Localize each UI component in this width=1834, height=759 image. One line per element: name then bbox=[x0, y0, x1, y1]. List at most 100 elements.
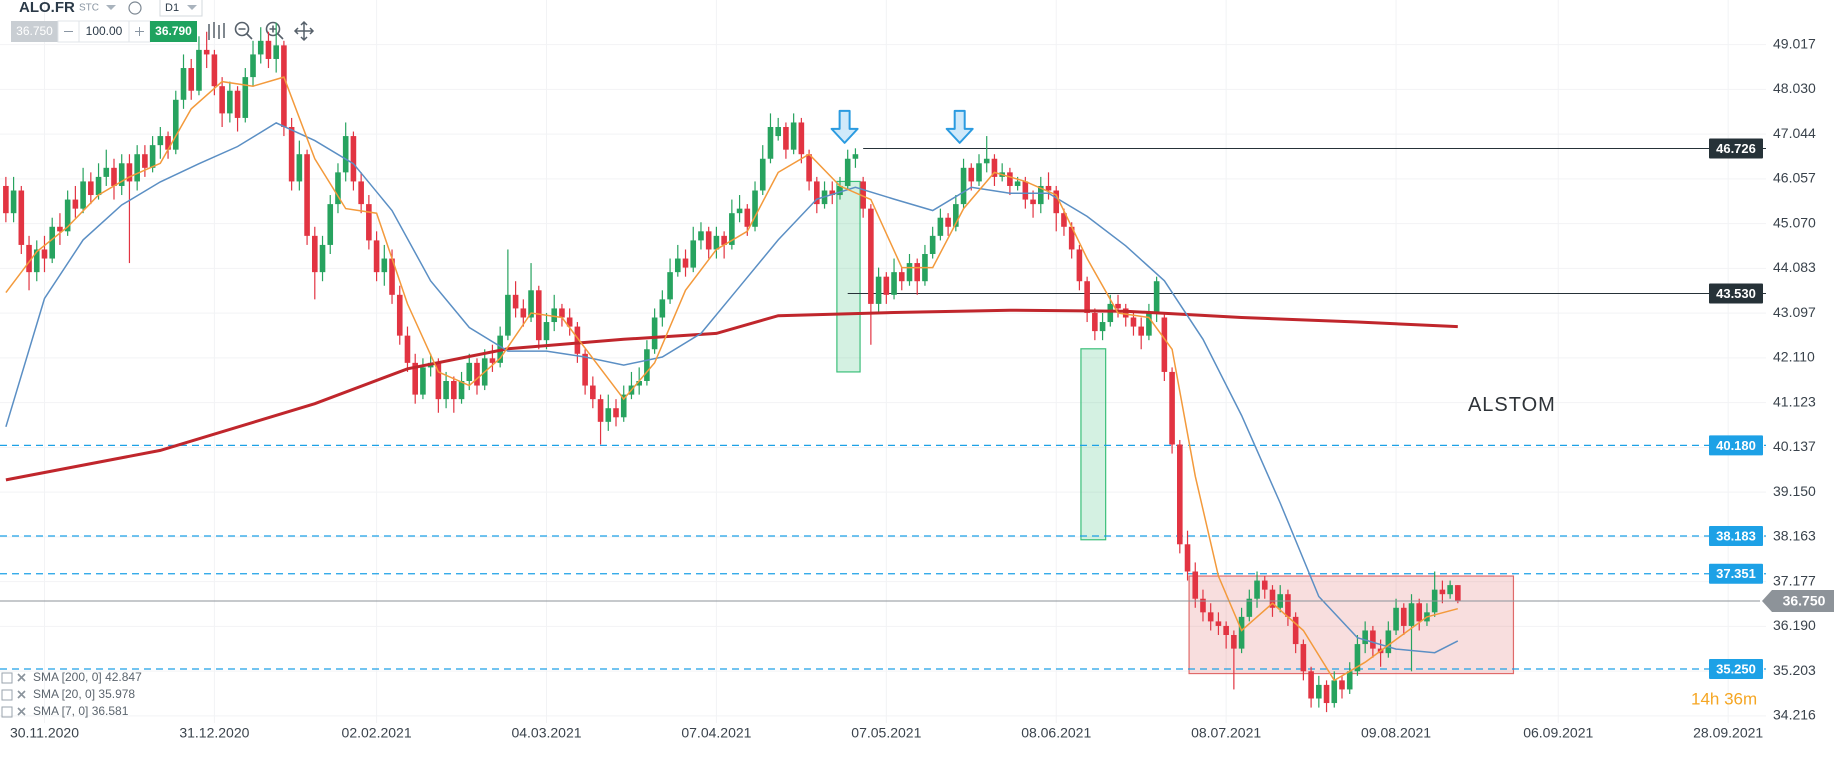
legend-settings-icon bbox=[1, 672, 13, 684]
y-tick-label: 35.203 bbox=[1773, 662, 1816, 678]
chart-type-button[interactable] bbox=[208, 22, 225, 40]
plot-area bbox=[0, 0, 1766, 723]
candle-body bbox=[319, 244, 326, 273]
candle-body bbox=[458, 381, 465, 400]
candle-body bbox=[288, 127, 295, 182]
y-tick-label: 37.177 bbox=[1773, 572, 1816, 588]
y-tick-label: 45.070 bbox=[1773, 214, 1816, 230]
candle-body bbox=[837, 185, 843, 196]
last-price-label: 36.750 bbox=[1783, 593, 1826, 609]
candle-body bbox=[211, 54, 218, 87]
candle-body bbox=[18, 190, 25, 245]
y-tick-label: 40.137 bbox=[1773, 438, 1816, 454]
candle-body bbox=[906, 263, 913, 282]
candle-body bbox=[767, 127, 774, 159]
moving-average-line bbox=[5, 76, 1458, 682]
x-tick-label: 02.02.2021 bbox=[342, 725, 412, 741]
candle-body bbox=[1200, 598, 1206, 613]
legend-settings-icon bbox=[1, 689, 13, 701]
candle-body bbox=[57, 226, 63, 232]
y-tick-label: 46.057 bbox=[1773, 170, 1816, 186]
level-label-box bbox=[1709, 525, 1763, 546]
candle-body bbox=[860, 181, 866, 209]
y-tick-label: 34.216 bbox=[1773, 707, 1816, 723]
candle-body bbox=[1385, 630, 1392, 654]
candle-body bbox=[311, 235, 318, 273]
candle-body bbox=[10, 190, 17, 214]
candle-body bbox=[134, 154, 140, 182]
candle-body bbox=[1300, 644, 1307, 672]
candle-body bbox=[41, 249, 48, 259]
level-label-box bbox=[1709, 138, 1763, 159]
candle-body bbox=[88, 181, 94, 196]
candle-body bbox=[574, 326, 581, 354]
candle-body bbox=[512, 294, 519, 309]
legend-item: SMA [7, 0] 36.581 bbox=[1, 704, 129, 718]
candle-body bbox=[775, 127, 781, 137]
x-tick-label: 08.06.2021 bbox=[1021, 725, 1091, 741]
level-label-box bbox=[1709, 283, 1763, 304]
candle-body bbox=[396, 294, 403, 336]
candle-body bbox=[1092, 312, 1098, 332]
x-tick-label: 06.09.2021 bbox=[1523, 725, 1593, 741]
candle-body bbox=[528, 290, 534, 318]
candle-body bbox=[1370, 630, 1376, 649]
candle-body bbox=[219, 86, 225, 114]
candle-body bbox=[566, 317, 573, 327]
candle-body bbox=[72, 199, 79, 209]
legend-value: 36.581 bbox=[92, 704, 129, 718]
x-tick-label: 04.03.2021 bbox=[511, 725, 581, 741]
x-tick-label: 07.04.2021 bbox=[681, 725, 751, 741]
candle-body bbox=[196, 49, 202, 91]
candle-body bbox=[342, 136, 349, 173]
candle-body bbox=[1177, 444, 1183, 545]
candle-body bbox=[1292, 616, 1299, 645]
pan-button[interactable] bbox=[293, 20, 315, 42]
candle-body bbox=[404, 335, 411, 363]
zoom-in-button[interactable] bbox=[265, 21, 284, 40]
candle-body bbox=[157, 136, 164, 146]
last-price-tag bbox=[1762, 589, 1834, 612]
moving-average-line bbox=[5, 122, 1459, 654]
candle-body bbox=[852, 154, 859, 159]
candle-body bbox=[651, 317, 658, 350]
ask-box[interactable] bbox=[150, 21, 197, 42]
candle-body bbox=[1045, 185, 1052, 191]
market-dropdown[interactable] bbox=[106, 5, 116, 10]
candle-body bbox=[505, 294, 511, 336]
legend-remove-icon bbox=[17, 707, 26, 716]
candle-body bbox=[829, 190, 836, 196]
candle-body bbox=[1316, 684, 1322, 699]
timeframe-dropdown bbox=[187, 5, 197, 10]
candle-body bbox=[783, 127, 789, 150]
annotation: ALSTOM bbox=[1468, 394, 1556, 416]
zone-box bbox=[836, 180, 861, 373]
candle-body bbox=[1455, 585, 1461, 601]
candle-body bbox=[1130, 317, 1137, 327]
timeframe-box[interactable] bbox=[159, 0, 203, 17]
candle-body bbox=[1184, 544, 1191, 572]
candle-body bbox=[420, 367, 426, 395]
candle-body bbox=[976, 163, 982, 182]
zoom-out-button[interactable] bbox=[234, 21, 253, 40]
candle-body bbox=[1393, 607, 1399, 631]
candle-body bbox=[968, 167, 975, 182]
y-tick-label: 47.044 bbox=[1773, 125, 1816, 141]
info-button[interactable] bbox=[128, 1, 142, 15]
x-tick-label: 30.11.2020 bbox=[10, 725, 79, 741]
candle-body bbox=[281, 45, 287, 128]
level-label-box bbox=[1709, 563, 1763, 584]
candle-body bbox=[551, 308, 558, 323]
candle-body bbox=[373, 240, 380, 273]
symbol[interactable]: ALO.FR bbox=[19, 0, 75, 16]
ask-price: 36.790 bbox=[155, 24, 192, 38]
candle-body bbox=[752, 190, 758, 227]
candle-body bbox=[234, 90, 241, 118]
bid-box[interactable] bbox=[11, 21, 58, 42]
candle-body bbox=[674, 258, 681, 273]
candle-body bbox=[304, 154, 310, 236]
candle-body bbox=[188, 68, 195, 91]
candle-body bbox=[1408, 603, 1415, 626]
candle-body bbox=[597, 399, 604, 422]
